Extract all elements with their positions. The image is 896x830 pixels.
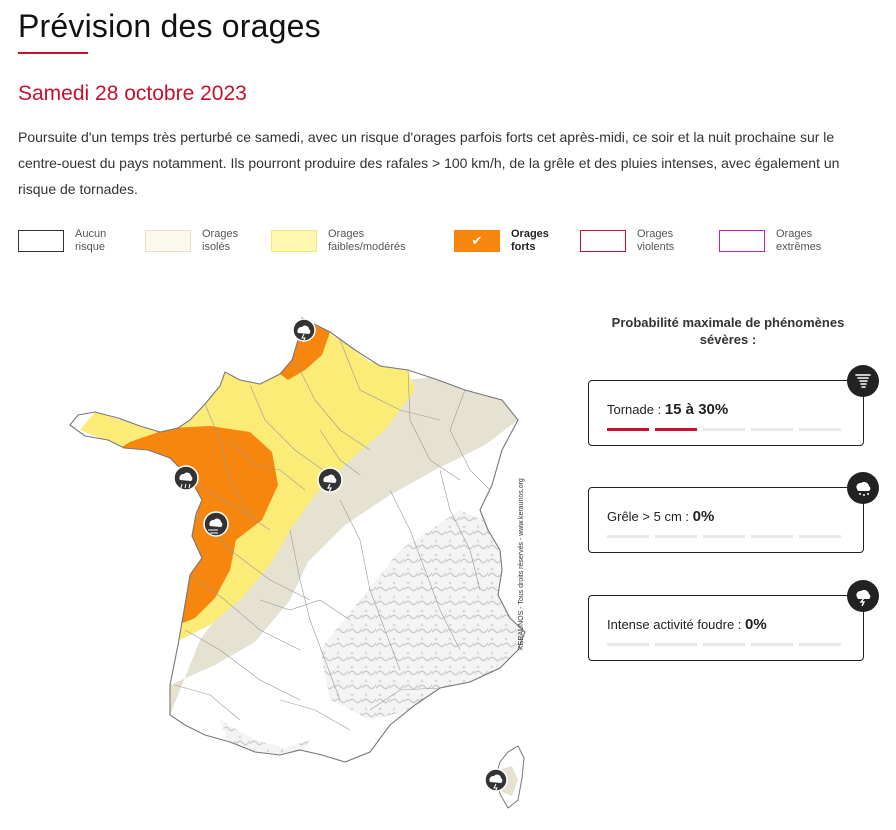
probability-bar bbox=[703, 535, 745, 538]
forecast-description: Poursuite d'un temps très perturbé ce sa… bbox=[18, 129, 840, 197]
legend-swatch-moderate bbox=[271, 230, 317, 252]
card-value: 0% bbox=[692, 508, 715, 525]
card-label: Grêle > 5 cm : bbox=[607, 509, 689, 524]
risk-zones bbox=[70, 318, 525, 762]
page-title: Prévision des orages bbox=[18, 8, 321, 44]
card-label: Intense activité foudre : bbox=[607, 617, 742, 632]
france-outline bbox=[69, 317, 526, 763]
legend-swatch-violent bbox=[580, 230, 626, 252]
probability-bar bbox=[799, 428, 841, 431]
storm-icon bbox=[292, 318, 316, 343]
lightning-storm-icon bbox=[317, 467, 343, 493]
probability-bars bbox=[607, 535, 841, 538]
probability-bar bbox=[607, 428, 649, 431]
legend-label-line2: forts bbox=[511, 241, 536, 253]
legend-label-line1: Orages bbox=[511, 228, 549, 240]
probability-bar bbox=[799, 643, 841, 646]
storm-risk-map bbox=[40, 300, 540, 820]
legend-label-line1: Aucun bbox=[75, 228, 107, 240]
legend-label-line2: risque bbox=[75, 241, 105, 253]
rain-storm-icon bbox=[173, 465, 199, 491]
probability-bar bbox=[703, 428, 745, 431]
legend-label-line2: faibles/modérés bbox=[328, 241, 406, 253]
corsica-storm-icon bbox=[484, 768, 508, 793]
legend-label-line2: extrêmes bbox=[776, 241, 822, 253]
probability-bar bbox=[703, 643, 745, 646]
legend-swatch-strong: ✔ bbox=[454, 230, 500, 252]
probability-bar bbox=[655, 643, 697, 646]
wind-storm-icon bbox=[203, 511, 229, 537]
probability-bar bbox=[751, 428, 793, 431]
map-copyright: KERAUNOS - Tous droits réservés - www.ke… bbox=[518, 478, 525, 650]
legend-swatch-isolated bbox=[145, 230, 191, 252]
legend-swatch-extreme bbox=[719, 230, 765, 252]
card-value: 0% bbox=[745, 616, 767, 633]
probability-bar bbox=[751, 643, 793, 646]
legend-label-line1: Orages bbox=[776, 228, 813, 240]
probability-bar bbox=[607, 535, 649, 538]
probability-bars bbox=[607, 643, 841, 646]
check-icon: ✔ bbox=[471, 233, 483, 248]
forecast-date: Samedi 28 octobre 2023 bbox=[18, 82, 247, 105]
legend-label-line1: Orages bbox=[637, 228, 674, 240]
legend-label-line2: isolés bbox=[202, 241, 231, 253]
probability-bar bbox=[751, 535, 793, 538]
legend-swatch-none bbox=[18, 230, 64, 252]
france-map bbox=[69, 317, 526, 809]
card-label: Tornade : bbox=[607, 402, 662, 417]
legend-label-line1: Orages bbox=[328, 228, 365, 240]
lightning-icon bbox=[847, 580, 879, 612]
probability-title: Probabilité maximale de phénomènes sévèr… bbox=[611, 315, 845, 347]
hail-card: Grêle > 5 cm : 0% bbox=[588, 472, 879, 553]
legend-label-line1: Orages bbox=[202, 228, 239, 240]
legend-label-line2: violents bbox=[637, 241, 675, 253]
probability-bar bbox=[799, 535, 841, 538]
hail-icon bbox=[847, 472, 879, 504]
tornado-icon bbox=[847, 365, 879, 397]
probability-bar bbox=[655, 535, 697, 538]
lightning-card: Intense activité foudre : 0% bbox=[588, 580, 879, 661]
probability-bars bbox=[607, 428, 841, 431]
probability-bar bbox=[607, 643, 649, 646]
card-value: 15 à 30% bbox=[664, 401, 729, 418]
tornado-card: Tornade : 15 à 30% bbox=[588, 365, 879, 446]
title-underline bbox=[18, 52, 88, 54]
probability-bar bbox=[655, 428, 697, 431]
